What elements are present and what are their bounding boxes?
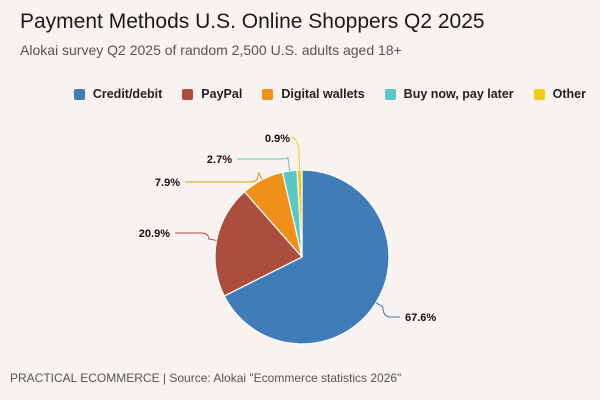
pie-slice[interactable]	[214, 190, 303, 297]
legend-label: Other	[552, 87, 586, 101]
data-label: 0.9%	[265, 133, 290, 145]
data-label: 20.9%	[139, 228, 170, 240]
legend-swatch	[384, 88, 396, 100]
legend: Credit/debit PayPal Digital wallets Buy …	[73, 87, 586, 101]
legend-swatch	[182, 88, 194, 100]
leader-line	[237, 156, 291, 171]
chart-title: Payment Methods U.S. Online Shoppers Q2 …	[20, 10, 485, 33]
legend-label: Buy now, pay later	[403, 87, 514, 101]
legend-swatch	[73, 88, 85, 100]
legend-item[interactable]: Credit/debit	[73, 87, 163, 101]
legend-label: Digital wallets	[281, 87, 365, 101]
legend-item[interactable]: Other	[533, 87, 586, 101]
data-label: 67.6%	[405, 312, 436, 324]
legend-label: Credit/debit	[92, 87, 163, 101]
leader-line	[375, 302, 400, 318]
leader-line	[185, 172, 263, 183]
legend-label: PayPal	[201, 87, 243, 101]
legend-item[interactable]: PayPal	[182, 87, 242, 101]
chart-subtitle: Alokai survey Q2 2025 of random 2,500 U.…	[20, 42, 402, 58]
legend-swatch	[262, 88, 274, 100]
data-label: 2.7%	[207, 154, 232, 166]
data-label: 7.9%	[155, 177, 180, 189]
leader-line	[291, 137, 301, 171]
leader-line	[175, 232, 217, 241]
legend-swatch	[533, 88, 545, 100]
legend-item[interactable]: Digital wallets	[262, 87, 365, 101]
legend-item[interactable]: Buy now, pay later	[384, 87, 514, 101]
source-footer: PRACTICAL ECOMMERCE | Source: Alokai "Ec…	[10, 371, 402, 385]
